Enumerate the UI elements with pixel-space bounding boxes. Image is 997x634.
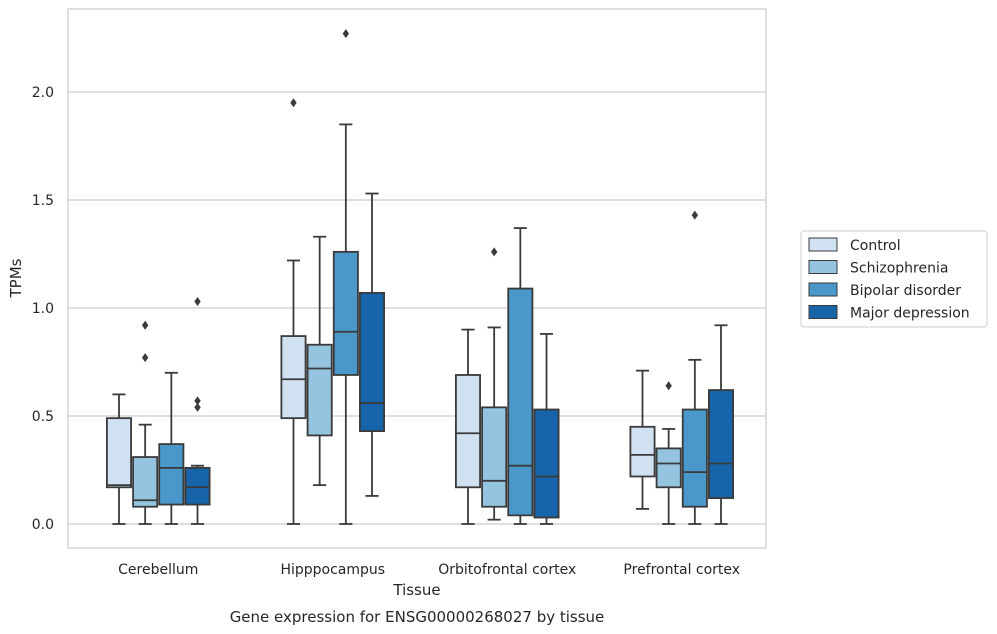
x-tick-labels: Cerebellum Hipppocampus Orbitofrontal cort… (118, 562, 740, 578)
box (332, 250, 359, 376)
box-group (106, 393, 132, 525)
box (184, 466, 211, 506)
legend-label: Control (850, 238, 901, 254)
y-tick-labels: 0.0 0.5 1.0 1.5 2.0 (32, 85, 54, 533)
outlier-point (194, 396, 201, 406)
legend-frame (800, 230, 988, 328)
box-group (306, 235, 333, 487)
x-tick-label: Prefrontal cortex (623, 562, 740, 578)
legend-item: Bipolar disorder (808, 282, 961, 299)
outlier-point (665, 381, 672, 391)
box (359, 291, 385, 433)
plot-area-frame (67, 8, 767, 549)
legend-swatch (808, 282, 838, 297)
outlier-point (342, 29, 350, 39)
x-axis-label: Tissue (392, 581, 440, 599)
box-group (454, 328, 481, 525)
outlier-point (194, 297, 201, 307)
box (280, 335, 307, 420)
legend-label: Major depression (850, 306, 970, 322)
legend-label: Bipolar disorder (850, 283, 961, 299)
legend-items: Control Schizophrenia Bipolar disorder Majo… (808, 237, 970, 322)
y-axis-label: TPMs (7, 258, 25, 298)
outlier-point (290, 98, 297, 108)
outlier-point (141, 353, 149, 363)
outlier-point (490, 247, 498, 257)
box (132, 456, 159, 508)
box (158, 443, 185, 506)
box-group (158, 371, 185, 525)
legend-item: Control (808, 237, 901, 254)
x-tick-label: Hipppocampus (280, 562, 385, 578)
chart-caption: Gene expression for ENSG00000268027 by t… (230, 608, 605, 626)
box (454, 374, 481, 489)
legend-label: Schizophrenia (850, 261, 948, 277)
box-plots (106, 29, 734, 525)
box (481, 406, 508, 508)
box (655, 447, 682, 489)
box (306, 343, 333, 437)
legend-item: Schizophrenia (808, 260, 948, 277)
outlier-point (194, 402, 201, 412)
box (507, 287, 534, 517)
y-tick-label: 1.0 (32, 301, 54, 317)
box-group (332, 29, 359, 525)
box-group (681, 210, 708, 525)
y-tick-label: 0.5 (32, 409, 54, 425)
legend-swatch (808, 237, 838, 252)
outlier-point (691, 210, 699, 220)
box-group (655, 381, 682, 525)
y-tick-label: 0.0 (32, 517, 54, 533)
legend-item: Major depression (808, 305, 970, 322)
box (681, 408, 708, 508)
box-group (533, 333, 560, 525)
box (106, 417, 132, 489)
legend-swatch (808, 260, 838, 274)
y-tick-label: 1.5 (32, 193, 54, 209)
box-group (132, 320, 159, 525)
grid-lines (68, 91, 766, 525)
box (708, 389, 734, 499)
box-group (629, 369, 656, 510)
box-group (184, 297, 211, 525)
box-group (280, 98, 307, 525)
box-group (507, 227, 534, 525)
legend: Control Schizophrenia Bipolar disorder Majo… (800, 230, 988, 328)
x-tick-label: Cerebellum (118, 562, 198, 578)
box (629, 425, 656, 478)
box-group (359, 192, 385, 497)
x-tick-label: Orbitofrontal cortex (438, 562, 576, 578)
y-tick-label: 2.0 (32, 85, 54, 101)
outlier-point (141, 320, 149, 330)
box (533, 408, 560, 519)
legend-swatch (808, 305, 838, 319)
box-group (708, 324, 734, 525)
box-group (481, 247, 508, 521)
